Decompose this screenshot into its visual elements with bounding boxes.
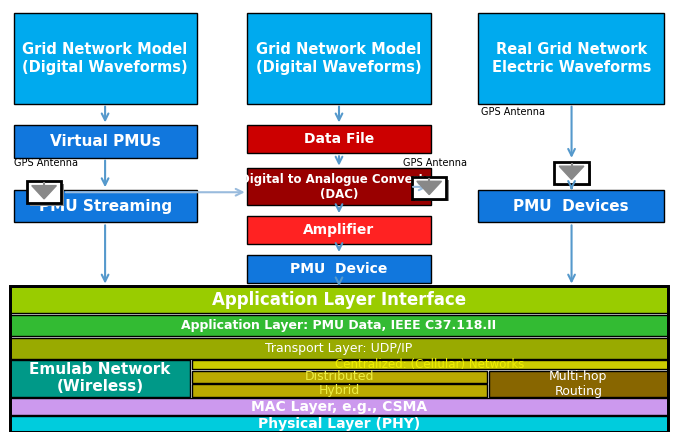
FancyBboxPatch shape <box>247 168 431 205</box>
FancyBboxPatch shape <box>14 13 197 104</box>
Text: Amplifier: Amplifier <box>303 223 375 237</box>
Text: Grid Network Model
(Digital Waveforms): Grid Network Model (Digital Waveforms) <box>256 42 422 74</box>
FancyBboxPatch shape <box>10 398 668 415</box>
FancyBboxPatch shape <box>10 416 668 432</box>
Text: GPS Antenna: GPS Antenna <box>14 158 77 168</box>
Text: PMU Streaming: PMU Streaming <box>39 199 172 214</box>
Bar <box>557 165 591 186</box>
FancyBboxPatch shape <box>247 13 431 104</box>
Text: PMU  Devices: PMU Devices <box>513 199 629 214</box>
Text: Application Layer: PMU Data, IEEE C37.118.II: Application Layer: PMU Data, IEEE C37.11… <box>182 319 496 332</box>
Bar <box>10 286 668 432</box>
FancyBboxPatch shape <box>14 125 197 158</box>
FancyBboxPatch shape <box>478 190 664 222</box>
Bar <box>555 162 589 184</box>
Polygon shape <box>417 181 441 194</box>
Text: Centralized: (Cellular) Networks: Centralized: (Cellular) Networks <box>335 358 525 371</box>
FancyBboxPatch shape <box>192 360 668 369</box>
FancyBboxPatch shape <box>14 190 197 222</box>
Text: GPS Antenna: GPS Antenna <box>481 107 545 117</box>
Polygon shape <box>559 166 584 179</box>
FancyBboxPatch shape <box>10 338 668 359</box>
FancyBboxPatch shape <box>247 216 431 244</box>
Text: Digital to Analogue Convertor
(DAC): Digital to Analogue Convertor (DAC) <box>240 173 438 201</box>
FancyBboxPatch shape <box>478 13 664 104</box>
Text: Hybrid: Hybrid <box>319 384 360 397</box>
FancyBboxPatch shape <box>10 286 668 313</box>
Bar <box>10 286 668 432</box>
Polygon shape <box>32 186 56 199</box>
FancyBboxPatch shape <box>247 255 431 283</box>
FancyBboxPatch shape <box>10 315 668 336</box>
Bar <box>412 177 446 199</box>
Bar <box>27 181 61 203</box>
Text: Real Grid Network
Electric Waveforms: Real Grid Network Electric Waveforms <box>492 42 651 74</box>
Bar <box>30 184 64 206</box>
Text: Distributed: Distributed <box>304 370 374 384</box>
Text: Grid Network Model
(Digital Waveforms): Grid Network Model (Digital Waveforms) <box>22 42 188 74</box>
Text: Application Layer Interface: Application Layer Interface <box>212 291 466 309</box>
FancyBboxPatch shape <box>192 371 487 383</box>
FancyBboxPatch shape <box>489 371 668 397</box>
FancyBboxPatch shape <box>247 125 431 153</box>
Text: Multi-hop
Routing: Multi-hop Routing <box>549 370 607 397</box>
Text: GPS Antenna: GPS Antenna <box>403 158 467 168</box>
Bar <box>415 180 449 201</box>
Text: Physical Layer (PHY): Physical Layer (PHY) <box>258 417 420 431</box>
Text: Data File: Data File <box>304 132 374 146</box>
FancyBboxPatch shape <box>192 384 487 397</box>
Text: Transport Layer: UDP/IP: Transport Layer: UDP/IP <box>265 342 413 355</box>
Text: Emulab Network
(Wireless): Emulab Network (Wireless) <box>29 362 171 394</box>
Text: Virtual PMUs: Virtual PMUs <box>49 134 161 149</box>
FancyBboxPatch shape <box>10 360 190 397</box>
Text: MAC Layer, e.g., CSMA: MAC Layer, e.g., CSMA <box>251 400 427 413</box>
Text: PMU  Device: PMU Device <box>290 262 388 276</box>
